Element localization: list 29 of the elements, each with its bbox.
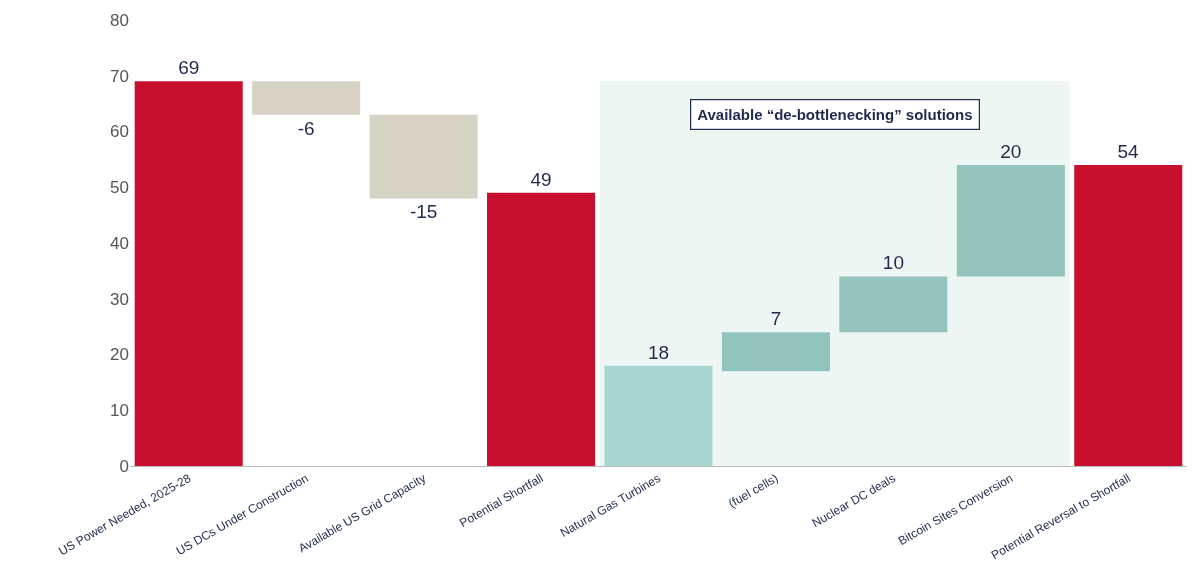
y-tick-label: 0: [119, 456, 129, 476]
bar: [839, 276, 948, 333]
data-label: 69: [178, 57, 200, 79]
y-tick-label: 40: [110, 233, 129, 253]
bar: [134, 81, 243, 466]
bar: [721, 332, 830, 372]
data-label: 7: [770, 308, 782, 330]
bar: [956, 164, 1065, 277]
y-tick-label: 70: [110, 66, 129, 86]
bar: [369, 114, 478, 199]
band-label: Available “de-bottlenecking” solutions: [697, 106, 973, 124]
bar: [604, 365, 713, 466]
y-tick-label: 10: [110, 401, 129, 421]
bar: [487, 192, 596, 466]
y-tick-label: 80: [110, 10, 129, 30]
bar: [252, 81, 361, 115]
data-label: 49: [530, 168, 552, 190]
y-tick-label: 30: [110, 289, 129, 309]
data-label: 18: [647, 341, 670, 363]
data-label: 54: [1117, 140, 1140, 162]
data-label: -15: [409, 201, 438, 223]
y-tick-label: 20: [110, 345, 129, 365]
data-label: 20: [1000, 140, 1022, 162]
x-tick-label: (fuel cells): [726, 471, 781, 511]
data-label: 10: [882, 252, 904, 274]
y-tick-label: 60: [110, 122, 129, 142]
bar: [1074, 164, 1183, 466]
y-tick-label: 50: [110, 178, 129, 198]
data-label: -6: [297, 117, 315, 139]
